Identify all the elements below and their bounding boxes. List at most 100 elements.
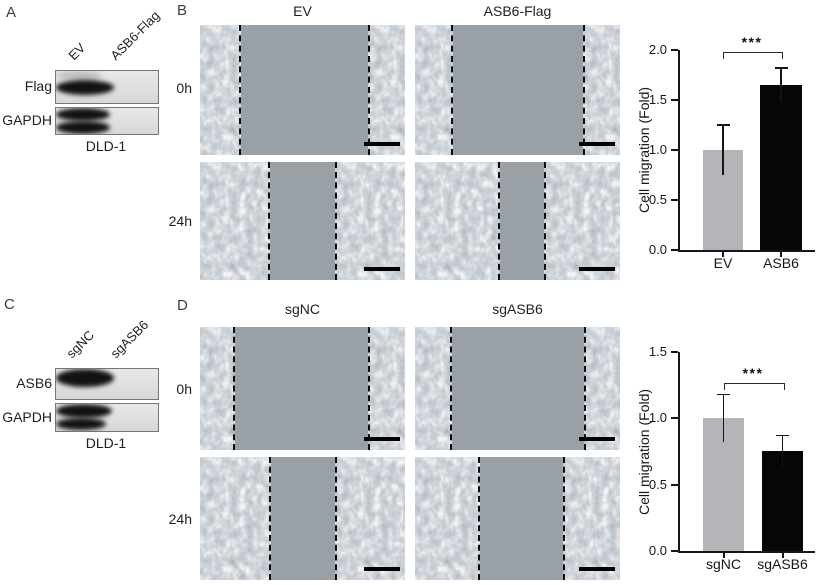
error-bar-cap: [717, 393, 730, 396]
blot-row-label-flag: Flag: [24, 78, 52, 94]
wound-edge-line-left: [449, 327, 452, 450]
wound-edge-line-right: [562, 457, 565, 580]
scale-bar: [364, 437, 400, 441]
protein-band: [56, 369, 114, 387]
y-tick-label: 1.5: [648, 92, 667, 107]
significance-bracket: [723, 52, 783, 59]
wound-edge-line-left: [498, 162, 501, 280]
y-tick: [671, 149, 678, 151]
y-tick-label: 0.5: [648, 476, 667, 492]
x-tick: [780, 252, 782, 257]
error-bar-cap: [774, 67, 788, 69]
micrograph-b-ev-24h: [200, 162, 405, 280]
micrograph-b-asb6-24h: [415, 162, 620, 280]
wound-edge-line-right: [583, 25, 586, 155]
bar-chart-migration-knockout: Cell migration (Fold) 0.0 0.5 1.0 1.5 sgNC sgA…: [635, 330, 825, 585]
x-category-label: sgNC: [705, 556, 741, 572]
wound-edge-line-right: [368, 327, 371, 450]
y-tick: [671, 199, 678, 201]
timepoint-label-d-24h: 24h: [168, 511, 192, 527]
y-tick: [671, 350, 678, 353]
micrograph-d-sgasb6-0h: [415, 327, 620, 450]
y-tick: [671, 49, 678, 51]
bar-chart-migration-overexpression: Cell migration (Fold) 0.0 0.5 1.0 1.5 2.0 EV AS…: [635, 28, 825, 288]
significance-bracket: [723, 383, 785, 390]
error-bar-line: [780, 68, 782, 102]
scale-bar: [579, 267, 615, 271]
y-tick-label: 0.0: [648, 242, 667, 257]
cell-monolayer-left: [200, 25, 241, 155]
timepoint-label-b-24h: 24h: [168, 213, 192, 229]
y-tick: [671, 249, 678, 251]
x-tick: [722, 553, 725, 558]
column-title-sgnc: sgNC: [284, 301, 320, 317]
column-title-asb6-flag: ASB6-Flag: [483, 3, 552, 19]
y-tick: [671, 483, 678, 486]
cell-monolayer-right: [335, 457, 405, 580]
cell-monolayer-right: [562, 457, 620, 580]
cell-monolayer-left: [200, 162, 270, 280]
wound-edge-line-right: [584, 327, 587, 450]
x-tick: [781, 553, 784, 558]
lane-label-ev: EV: [65, 40, 89, 63]
timepoint-label-d-0h: 0h: [176, 381, 192, 397]
column-title-sgasb6: sgASB6: [492, 301, 543, 317]
micrograph-b-ev-0h: [200, 25, 405, 155]
cell-monolayer-right: [583, 25, 620, 155]
scale-bar: [579, 142, 615, 146]
x-axis-line: [678, 250, 815, 252]
protein-band: [56, 121, 110, 134]
x-tick: [722, 252, 724, 257]
blot-a-gapdh-box: [55, 107, 159, 135]
lane-label-sgasb6: sgASB6: [107, 317, 152, 361]
protein-band: [56, 108, 110, 121]
cell-monolayer-right: [368, 327, 405, 450]
cell-monolayer-left: [415, 162, 501, 280]
cell-line-label-c: DLD-1: [85, 435, 127, 451]
significance-stars: ***: [742, 365, 764, 381]
y-tick-label: 1.0: [648, 410, 667, 426]
panel-letter-a: A: [6, 4, 17, 21]
panel-letter-d: D: [177, 297, 188, 314]
x-category-label: EV: [713, 255, 733, 271]
error-bar-cap: [716, 124, 730, 126]
error-bar-line: [722, 125, 724, 175]
y-axis-line: [678, 351, 680, 553]
cell-monolayer-left: [200, 327, 235, 450]
panel-letter-b: B: [177, 2, 188, 19]
cell-monolayer-right: [335, 162, 405, 280]
micrograph-d-sgnc-0h: [200, 327, 405, 450]
y-tick: [671, 417, 678, 420]
micrograph-d-sgnc-24h: [200, 457, 405, 580]
wound-edge-line-left: [239, 25, 241, 155]
significance-stars: ***: [741, 34, 763, 50]
micrograph-b-asb6-0h: [415, 25, 620, 155]
x-category-label: ASB6: [763, 255, 799, 271]
cell-monolayer-left: [200, 457, 271, 580]
blot-row-label-gapdh-c: GAPDH: [2, 409, 52, 425]
wound-edge-line-right: [544, 162, 547, 280]
y-tick: [671, 550, 678, 552]
protein-band: [56, 418, 106, 430]
column-title-ev: EV: [293, 3, 312, 19]
cell-monolayer-left: [415, 327, 452, 450]
error-bar-line: [722, 394, 725, 443]
y-tick-label: 2.0: [648, 42, 667, 57]
error-bar-line: [781, 435, 784, 468]
y-axis-line: [678, 50, 680, 252]
y-tick-label: 1.5: [648, 343, 667, 359]
protein-band: [56, 71, 102, 80]
y-axis-label: Cell migration (Fold): [636, 388, 652, 515]
wound-edge-line-right: [335, 162, 338, 280]
cell-monolayer-right: [584, 327, 620, 450]
blot-row-label-asb6: ASB6: [16, 375, 52, 391]
scale-bar: [364, 267, 400, 271]
blot-row-label-gapdh-a: GAPDH: [2, 112, 52, 128]
wound-edge-line-right: [368, 25, 371, 155]
wound-edge-line-right: [335, 457, 338, 580]
bar-asb6: [760, 85, 802, 250]
y-tick-label: 1.0: [648, 142, 667, 157]
cell-monolayer-left: [415, 457, 480, 580]
scale-bar: [364, 142, 400, 146]
cell-monolayer-right: [544, 162, 620, 280]
